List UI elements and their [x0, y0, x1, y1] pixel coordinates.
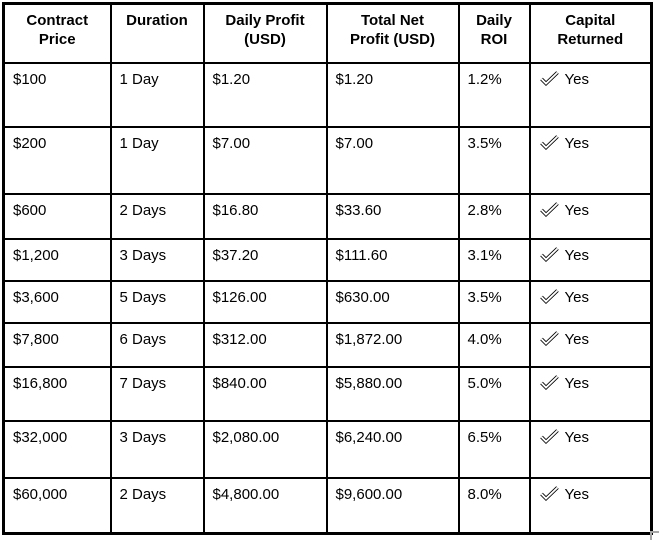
- adjacent-element-corner: [650, 531, 659, 540]
- check-icon: [539, 330, 559, 346]
- cell-daily-profit: $37.20: [202, 237, 328, 282]
- cell-capital-returned: Yes: [528, 61, 653, 128]
- table-body: $100 1 Day $1.20 $1.20 1.2% Yes $200 1 Day $7.00…: [2, 61, 653, 535]
- cell-daily-profit: $126.00: [202, 279, 328, 324]
- cell-total-net-profit: $33.60: [325, 192, 460, 240]
- capital-returned-label: Yes: [564, 246, 589, 264]
- capital-returned-label: Yes: [564, 428, 589, 446]
- cell-total-net-profit: $6,240.00: [325, 419, 460, 479]
- table-row: $600 2 Days $16.80 $33.60 2.8% Yes: [2, 192, 653, 240]
- table-row: $7,800 6 Days $312.00 $1,872.00 4.0% Yes: [2, 321, 653, 368]
- capital-returned-label: Yes: [564, 374, 589, 392]
- column-header-capital-returned: Capital Returned: [528, 2, 653, 64]
- cell-daily-profit: $7.00: [202, 125, 328, 195]
- check-icon: [539, 246, 559, 262]
- table-row: $60,000 2 Days $4,800.00 $9,600.00 8.0% Yes: [2, 476, 653, 535]
- cell-duration: 6 Days: [109, 321, 205, 368]
- cell-contract-price: $600: [2, 192, 112, 240]
- cell-contract-price: $100: [2, 61, 112, 128]
- cell-total-net-profit: $9,600.00: [325, 476, 460, 535]
- cell-capital-returned: Yes: [528, 279, 653, 324]
- cell-contract-price: $32,000: [2, 419, 112, 479]
- cell-daily-roi: 1.2%: [457, 61, 531, 128]
- cell-duration: 1 Day: [109, 125, 205, 195]
- cell-daily-profit: $840.00: [202, 365, 328, 422]
- cell-capital-returned: Yes: [528, 419, 653, 479]
- check-icon: [539, 374, 559, 390]
- cell-duration: 1 Day: [109, 61, 205, 128]
- cell-daily-roi: 5.0%: [457, 365, 531, 422]
- table-row: $200 1 Day $7.00 $7.00 3.5% Yes: [2, 125, 653, 195]
- cell-contract-price: $3,600: [2, 279, 112, 324]
- cell-daily-roi: 8.0%: [457, 476, 531, 535]
- check-icon: [539, 70, 559, 86]
- header-row: Contract Price Duration Daily Profit (USD)…: [2, 2, 653, 64]
- cell-daily-profit: $1.20: [202, 61, 328, 128]
- cell-total-net-profit: $7.00: [325, 125, 460, 195]
- cell-duration: 3 Days: [109, 237, 205, 282]
- check-icon: [539, 485, 559, 501]
- contract-pricing-table: Contract Price Duration Daily Profit (USD)…: [2, 2, 653, 535]
- cell-total-net-profit: $630.00: [325, 279, 460, 324]
- cell-daily-roi: 2.8%: [457, 192, 531, 240]
- column-header-daily-profit: Daily Profit (USD): [202, 2, 328, 64]
- cell-daily-roi: 6.5%: [457, 419, 531, 479]
- cell-duration: 2 Days: [109, 192, 205, 240]
- cell-capital-returned: Yes: [528, 321, 653, 368]
- cell-daily-roi: 3.1%: [457, 237, 531, 282]
- capital-returned-label: Yes: [564, 288, 589, 306]
- cell-total-net-profit: $1,872.00: [325, 321, 460, 368]
- table-row: $16,800 7 Days $840.00 $5,880.00 5.0% Yes: [2, 365, 653, 422]
- check-icon: [539, 288, 559, 304]
- check-icon: [539, 428, 559, 444]
- capital-returned-label: Yes: [564, 485, 589, 503]
- check-icon: [539, 134, 559, 150]
- capital-returned-label: Yes: [564, 134, 589, 152]
- cell-total-net-profit: $1.20: [325, 61, 460, 128]
- cell-contract-price: $16,800: [2, 365, 112, 422]
- cell-daily-roi: 3.5%: [457, 125, 531, 195]
- cell-daily-roi: 4.0%: [457, 321, 531, 368]
- cell-daily-profit: $4,800.00: [202, 476, 328, 535]
- cell-contract-price: $1,200: [2, 237, 112, 282]
- cell-capital-returned: Yes: [528, 476, 653, 535]
- cell-capital-returned: Yes: [528, 365, 653, 422]
- cell-duration: 7 Days: [109, 365, 205, 422]
- check-icon: [539, 201, 559, 217]
- cell-contract-price: $60,000: [2, 476, 112, 535]
- cell-duration: 2 Days: [109, 476, 205, 535]
- cell-daily-roi: 3.5%: [457, 279, 531, 324]
- table-row: $3,600 5 Days $126.00 $630.00 3.5% Yes: [2, 279, 653, 324]
- cell-total-net-profit: $5,880.00: [325, 365, 460, 422]
- cell-daily-profit: $16.80: [202, 192, 328, 240]
- cell-capital-returned: Yes: [528, 192, 653, 240]
- cell-daily-profit: $2,080.00: [202, 419, 328, 479]
- column-header-daily-roi: Daily ROI: [457, 2, 531, 64]
- column-header-total-net-profit: Total Net Profit (USD): [325, 2, 460, 64]
- cell-contract-price: $200: [2, 125, 112, 195]
- capital-returned-label: Yes: [564, 70, 589, 88]
- cell-capital-returned: Yes: [528, 237, 653, 282]
- column-header-contract-price: Contract Price: [2, 2, 112, 64]
- cell-capital-returned: Yes: [528, 125, 653, 195]
- column-header-duration: Duration: [109, 2, 205, 64]
- table-row: $1,200 3 Days $37.20 $111.60 3.1% Yes: [2, 237, 653, 282]
- cell-duration: 3 Days: [109, 419, 205, 479]
- table-row: $32,000 3 Days $2,080.00 $6,240.00 6.5% Yes: [2, 419, 653, 479]
- cell-total-net-profit: $111.60: [325, 237, 460, 282]
- capital-returned-label: Yes: [564, 330, 589, 348]
- cell-contract-price: $7,800: [2, 321, 112, 368]
- table-row: $100 1 Day $1.20 $1.20 1.2% Yes: [2, 61, 653, 128]
- cell-daily-profit: $312.00: [202, 321, 328, 368]
- cell-duration: 5 Days: [109, 279, 205, 324]
- capital-returned-label: Yes: [564, 201, 589, 219]
- table-header: Contract Price Duration Daily Profit (USD)…: [2, 2, 653, 64]
